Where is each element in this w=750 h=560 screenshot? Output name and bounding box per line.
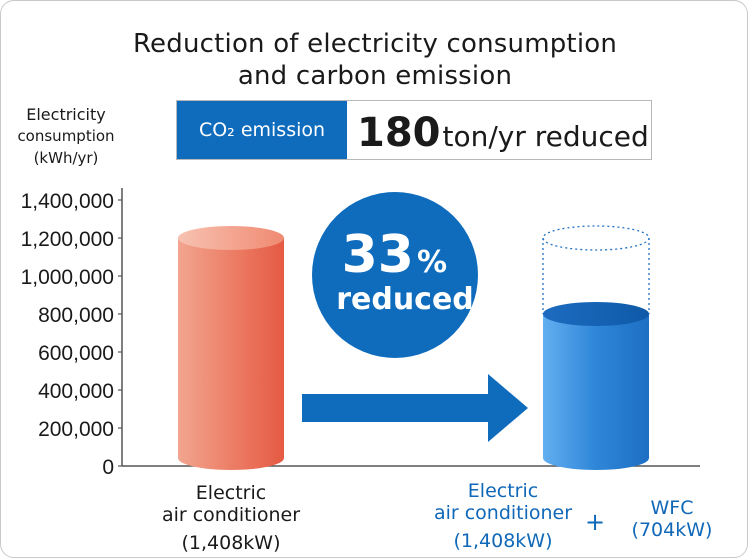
bar-label-proposed-ac-line3: (1,408kW) [453,530,553,552]
reduction-arrow [302,374,528,442]
bar-label-wfc-line2: (704kW) [631,519,713,541]
plus-sign: + [585,508,606,536]
y-tick-label: 600,000 [38,342,114,365]
y-axis-label-line2: consumption [17,127,115,145]
co2-reduction-unit: ton/yr reduced [442,120,649,153]
bar-label-conventional: Electric air conditioner (1,408kW) [146,482,316,554]
chart-title-line2: and carbon emission [237,61,513,91]
y-tick-label: 1,400,000 [21,190,114,213]
bar-conventional-top [178,226,284,250]
bar-conventional [178,226,284,470]
bar-label-proposed-ac-line1: Electric [467,480,539,502]
y-tick-label: 200,000 [38,418,114,441]
co2-callout-box: CO₂ emission 180 ton/yr reduced [176,100,652,160]
bar-label-proposed-ac-line2: air conditioner [433,502,573,524]
reduction-text: reduced [336,282,474,317]
bar-label-conventional-line1: Electric [195,482,267,504]
original-level-outline-top [542,225,650,251]
bar-proposed-body [543,314,649,470]
bar-proposed [542,225,650,470]
bar-proposed-top [543,302,649,326]
y-axis-label-line1: Electricity [26,105,106,124]
co2-emission-label: CO₂ emission [177,101,347,159]
y-tick-label: 1,000,000 [21,266,114,289]
y-tick-label: 400,000 [38,380,114,403]
co2-reduction-value: 180 [357,110,441,156]
bar-label-wfc: WFC (704kW) [612,497,732,541]
bar-conventional-body [178,238,284,470]
y-axis-label-line3: (kWh/yr) [33,149,99,167]
bar-label-wfc-line1: WFC [650,497,694,519]
y-tick-label: 800,000 [38,304,114,327]
bar-label-conventional-line2: air conditioner [161,504,301,526]
y-axis-ticks: 0 200,000 400,000 600,000 800,000 1,000,000 1,… [21,190,122,479]
reduction-percent: 33 [342,225,414,285]
y-tick-label: 1,200,000 [21,228,114,251]
co2-value-group: 180 ton/yr reduced [357,101,649,159]
reduction-circle [312,192,478,358]
bar-label-proposed-ac: Electric air conditioner (1,408kW) [418,480,588,552]
chart-title-line1: Reduction of electricity consumption [132,29,618,59]
reduction-percent-sign: % [417,245,447,280]
bar-label-conventional-line3: (1,408kW) [181,532,281,554]
y-tick-label: 0 [102,456,114,479]
